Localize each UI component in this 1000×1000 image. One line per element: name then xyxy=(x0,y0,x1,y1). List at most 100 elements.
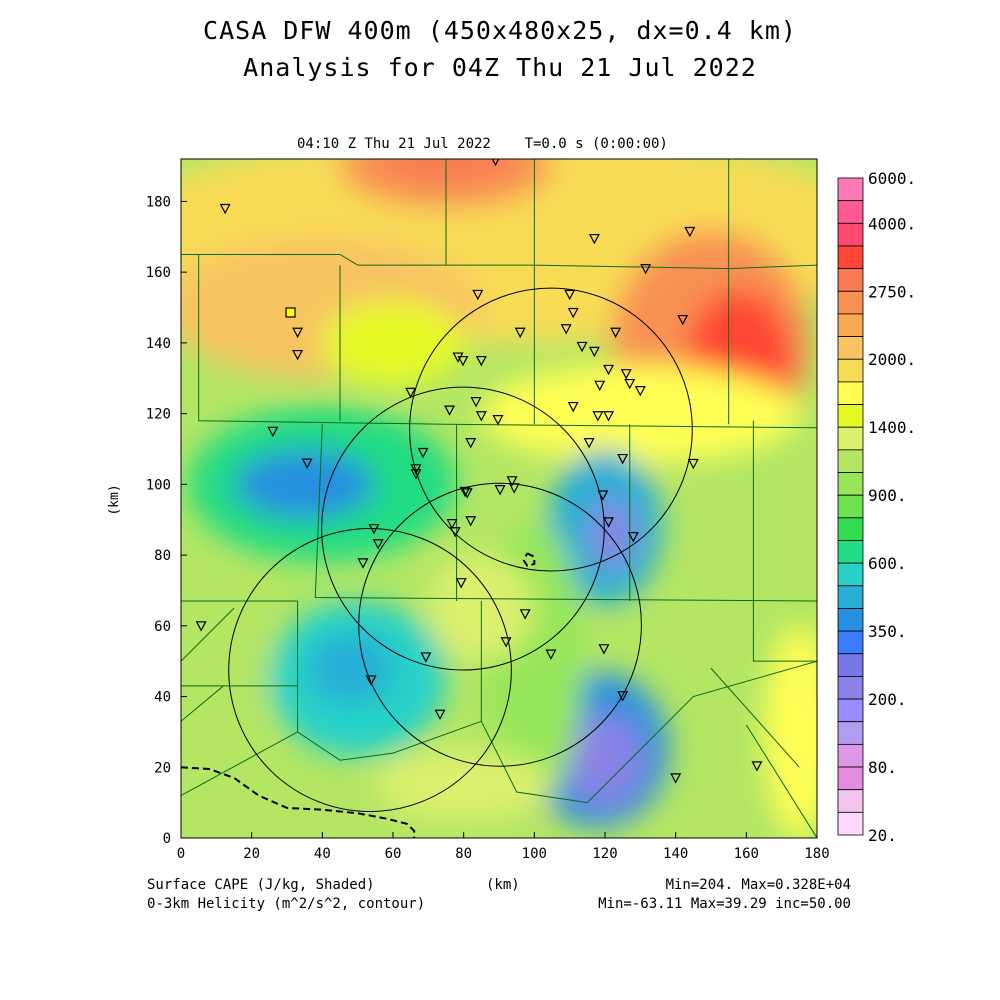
cape-region xyxy=(234,448,376,520)
helicity-contour xyxy=(522,552,536,567)
station-marker xyxy=(545,649,557,660)
colorbar-swatch xyxy=(837,766,864,791)
station-marker xyxy=(455,578,467,589)
station-marker xyxy=(592,411,604,422)
station-marker xyxy=(617,453,629,465)
colorbar-swatch xyxy=(837,517,864,541)
station-marker xyxy=(751,761,763,772)
county-line xyxy=(745,724,817,838)
station-marker xyxy=(195,621,207,632)
station-marker xyxy=(588,233,600,245)
colorbar-swatch xyxy=(837,585,864,609)
colorbar-label: 80. xyxy=(868,758,897,777)
station-marker xyxy=(219,203,231,215)
plot-frame xyxy=(180,158,818,839)
station-marker xyxy=(368,523,380,535)
station-marker xyxy=(492,415,504,426)
colorbar-swatch xyxy=(837,608,864,632)
colorbar-swatch xyxy=(837,789,864,813)
station-marker xyxy=(597,490,609,501)
colorbar-swatch xyxy=(837,743,864,768)
station-marker xyxy=(500,637,512,648)
station-marker xyxy=(583,438,595,449)
colorbar-label: 600. xyxy=(868,554,907,573)
y-tick-label: 140 xyxy=(146,336,171,352)
colorbar-swatch xyxy=(837,653,864,677)
colorbar-label: 350. xyxy=(868,622,907,641)
station-marker xyxy=(472,289,484,301)
chart-subtitle-analysis: Analysis for 04Z Thu 21 Jul 2022 xyxy=(243,53,757,82)
y-tick-label: 0 xyxy=(163,831,171,847)
station-marker xyxy=(475,355,487,367)
station-marker xyxy=(459,486,471,498)
x-tick-label: 40 xyxy=(314,846,331,862)
station-marker xyxy=(461,488,473,499)
x-tick-label: 60 xyxy=(385,846,402,862)
county-line xyxy=(480,601,817,804)
station-marker xyxy=(598,644,610,655)
station-marker xyxy=(434,709,446,721)
station-marker xyxy=(301,458,313,469)
station-marker xyxy=(564,289,576,301)
station-marker xyxy=(292,349,304,361)
radar-range-ring xyxy=(409,287,693,572)
station-marker xyxy=(620,369,632,380)
colorbar-swatch xyxy=(837,381,864,405)
station-marker xyxy=(603,517,615,528)
county-line xyxy=(181,731,298,797)
colorbar-label: 2000. xyxy=(868,350,916,369)
station-marker xyxy=(567,401,579,413)
helicity-contour xyxy=(181,766,416,838)
chart-title: CASA DFW 400m (450x480x25, dx=0.4 km) xyxy=(203,16,797,45)
station-marker xyxy=(634,386,646,397)
station-marker xyxy=(465,516,477,527)
x-tick-label: 20 xyxy=(243,846,260,862)
colorbar-swatch xyxy=(837,177,864,202)
x-tick-label: 180 xyxy=(804,846,829,862)
shaded-field-stats: Min=204. Max=0.328E+04 xyxy=(665,877,851,893)
x-tick-label: 160 xyxy=(734,846,759,862)
valid-time-label: 04:10 Z Thu 21 Jul 2022 T=0.0 s (0:00:00… xyxy=(297,136,668,152)
colorbar-swatch xyxy=(837,268,864,292)
station-marker xyxy=(444,405,456,416)
colorbar-swatch xyxy=(837,449,864,473)
cape-region xyxy=(590,498,634,570)
colorbar-label: 1400. xyxy=(868,418,916,437)
station-marker xyxy=(588,346,600,358)
colorbar-swatch xyxy=(837,404,864,428)
station-marker xyxy=(491,159,500,167)
station-marker xyxy=(452,352,464,363)
station-marker xyxy=(410,469,422,480)
shaded-field-label: Surface CAPE (J/kg, Shaded) xyxy=(147,877,375,893)
colorbar-label: 6000. xyxy=(868,169,916,188)
county-line xyxy=(314,424,817,602)
station-marker xyxy=(405,387,417,399)
station-marker xyxy=(514,327,526,339)
x-tick-label: 0 xyxy=(177,846,185,862)
station-marker xyxy=(506,476,518,487)
station-marker xyxy=(365,675,377,686)
colorbar-label: 2750. xyxy=(868,282,916,301)
county-line xyxy=(710,667,800,768)
colorbar-label: 900. xyxy=(868,486,907,505)
station-marker xyxy=(617,691,629,702)
cape-region xyxy=(481,364,800,464)
station-marker xyxy=(624,378,636,390)
colorbar-swatch xyxy=(837,811,864,836)
cape-region xyxy=(308,632,393,704)
colorbar-swatch xyxy=(837,676,864,700)
station-marker xyxy=(610,327,622,339)
colorbar-swatch xyxy=(837,494,864,519)
station-marker xyxy=(594,380,606,392)
station-marker xyxy=(519,609,531,620)
x-tick-label: 80 xyxy=(455,846,472,862)
station-marker xyxy=(446,519,458,530)
colorbar-swatch xyxy=(837,472,864,496)
county-line xyxy=(297,720,482,761)
station-marker xyxy=(576,341,588,353)
colorbar-swatch xyxy=(837,540,864,564)
colorbar-swatch xyxy=(837,200,864,224)
station-marker xyxy=(417,447,429,459)
cape-region xyxy=(764,625,817,838)
square-marker xyxy=(285,307,296,318)
